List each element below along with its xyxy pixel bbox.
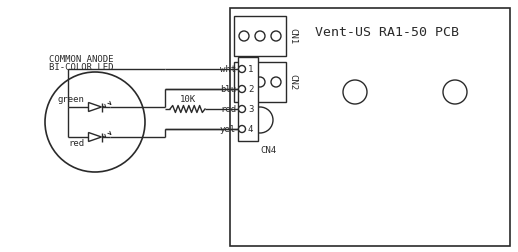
Text: red: red — [68, 140, 84, 148]
Circle shape — [247, 107, 273, 133]
Circle shape — [443, 80, 467, 104]
Text: 4: 4 — [248, 124, 253, 134]
Bar — [234, 16, 286, 56]
Circle shape — [343, 80, 367, 104]
Text: Vent-US RA1-50 PCB: Vent-US RA1-50 PCB — [315, 25, 459, 39]
Polygon shape — [89, 133, 102, 142]
Circle shape — [238, 85, 246, 92]
Circle shape — [238, 125, 246, 133]
Text: yel: yel — [220, 124, 236, 134]
Text: 10K: 10K — [179, 96, 196, 105]
Circle shape — [255, 31, 265, 41]
Bar — [230, 8, 510, 246]
Polygon shape — [89, 103, 102, 111]
Text: COMMON ANODE: COMMON ANODE — [49, 54, 113, 64]
Text: 3: 3 — [248, 105, 253, 113]
Text: CN4: CN4 — [260, 146, 276, 155]
Text: red: red — [220, 105, 236, 113]
Bar — [238, 57, 258, 141]
Text: blu: blu — [220, 84, 236, 93]
Circle shape — [45, 72, 145, 172]
Circle shape — [238, 106, 246, 112]
Circle shape — [239, 77, 249, 87]
Circle shape — [255, 77, 265, 87]
Circle shape — [238, 66, 246, 73]
Circle shape — [239, 31, 249, 41]
Circle shape — [271, 77, 281, 87]
Text: BI-COLOR LED: BI-COLOR LED — [49, 64, 113, 73]
Text: 2: 2 — [248, 84, 253, 93]
Text: CN1: CN1 — [288, 28, 297, 44]
Text: wht: wht — [220, 65, 236, 74]
Circle shape — [271, 31, 281, 41]
Text: 1: 1 — [248, 65, 253, 74]
Text: green: green — [57, 96, 84, 105]
Bar — [234, 62, 286, 102]
Text: CN2: CN2 — [288, 74, 297, 90]
